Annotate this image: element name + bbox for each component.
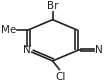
- Text: Me: Me: [1, 25, 16, 35]
- Text: Br: Br: [47, 1, 58, 11]
- Text: Cl: Cl: [55, 72, 66, 82]
- Text: N: N: [23, 45, 31, 55]
- Text: N: N: [95, 45, 103, 55]
